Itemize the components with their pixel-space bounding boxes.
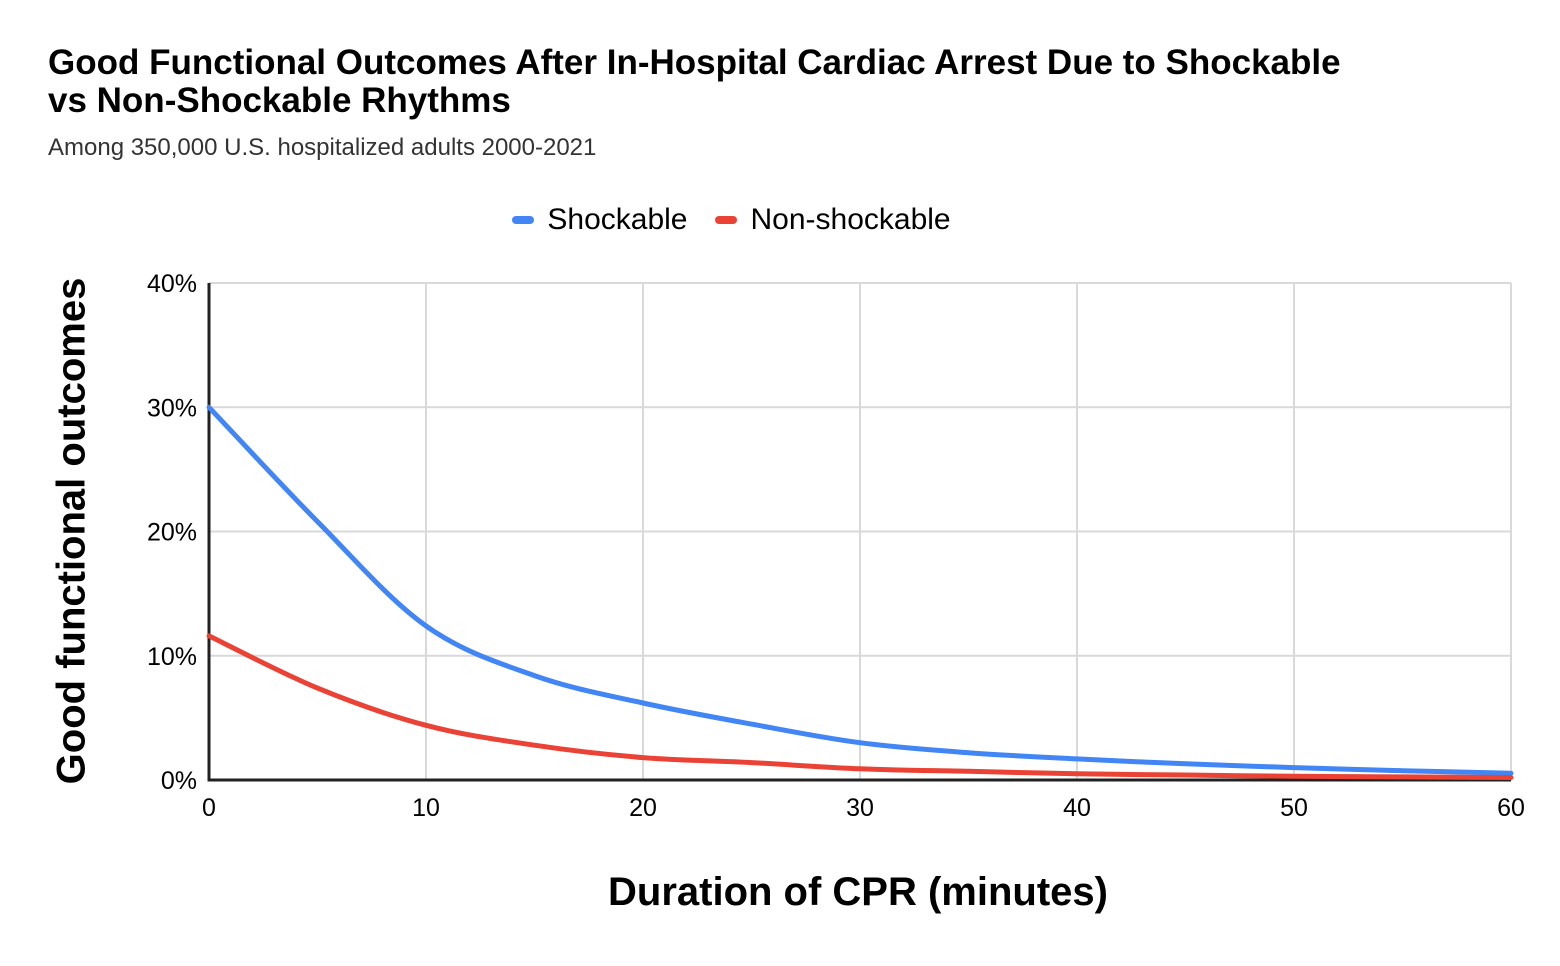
x-tick-label: 50 xyxy=(1280,794,1308,822)
x-tick-label: 0 xyxy=(202,794,216,822)
legend-item-shockable: Shockable xyxy=(512,203,687,237)
y-tick-label: 40% xyxy=(147,270,197,298)
y-tick-label: 30% xyxy=(147,394,197,422)
legend-label: Shockable xyxy=(547,203,688,236)
legend-swatch xyxy=(715,216,738,224)
y-tick-label: 10% xyxy=(147,643,197,671)
series-line-shockable xyxy=(206,404,1514,776)
legend-label: Non-shockable xyxy=(750,203,951,236)
x-tick-label: 30 xyxy=(846,794,874,822)
series-line-non-shockable xyxy=(206,633,1514,780)
x-tick-label: 60 xyxy=(1497,794,1525,822)
x-tick-label: 10 xyxy=(412,794,440,822)
x-tick-label: 40 xyxy=(1063,794,1091,822)
chart-subtitle: Among 350,000 U.S. hospitalized adults 2… xyxy=(48,134,597,161)
x-tick-label: 20 xyxy=(629,794,657,822)
y-axis-title: Good functional outcomes xyxy=(49,277,94,785)
legend: Shockable Non-shockable xyxy=(0,203,1463,237)
legend-swatch xyxy=(512,216,535,224)
x-axis-title: Duration of CPR (minutes) xyxy=(608,870,1108,914)
legend-item-non-shockable: Non-shockable xyxy=(715,203,951,237)
chart-title: Good Functional Outcomes After In-Hospit… xyxy=(48,43,1341,120)
y-tick-label: 0% xyxy=(161,767,197,795)
y-tick-label: 20% xyxy=(147,519,197,547)
